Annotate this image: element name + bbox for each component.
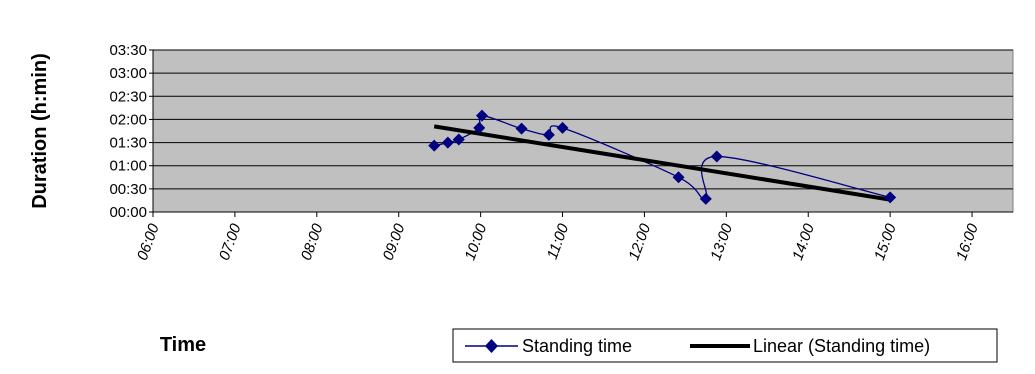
x-tick-label: 14:00 (789, 221, 818, 263)
y-tick-label: 02:00 (109, 111, 147, 128)
series-layer (428, 109, 897, 205)
plot-area (152, 49, 1014, 213)
data-point (515, 122, 528, 135)
legend-label-linear: Linear (Standing time) (753, 336, 930, 356)
y-tick-label: 01:00 (109, 158, 147, 175)
data-point (475, 109, 488, 122)
data-point (428, 139, 441, 152)
data-point (710, 150, 723, 163)
data-point (542, 128, 555, 141)
data-point (452, 133, 465, 146)
gridlines (153, 49, 1013, 190)
trendline-linear (433, 124, 891, 202)
data-point (672, 171, 685, 184)
data-point (473, 121, 486, 134)
y-tick-label: 01:30 (109, 135, 147, 152)
x-tick-label: 13:00 (707, 221, 736, 263)
x-tick-label: 08:00 (298, 221, 327, 263)
legend-marker-diamond (485, 339, 498, 353)
x-tick-label: 10:00 (462, 221, 491, 263)
data-point (556, 121, 569, 134)
legend-label-standing-time: Standing time (522, 336, 632, 356)
y-tick-labels: 00:00 00:30 01:00 01:30 02:00 02:30 03:00 03:30 (109, 42, 153, 221)
x-tick-label: 09:00 (380, 221, 409, 263)
y-tick-label: 03:30 (109, 42, 147, 59)
legend: Standing time Linear (Standing time) (452, 328, 998, 363)
x-tick-label: 12:00 (625, 221, 654, 263)
y-tick-label: 00:30 (109, 181, 147, 198)
y-tick-label: 03:00 (109, 65, 147, 82)
x-tick-labels: 06:00 07:00 08:00 09:00 10:00 11:00 12:00 13:00… (134, 212, 982, 263)
data-point (441, 136, 454, 149)
y-axis-title: Duration (h:min) (29, 53, 51, 209)
x-tick-label: 15:00 (871, 221, 900, 263)
axes (152, 50, 1013, 213)
x-tick-label: 07:00 (216, 221, 245, 263)
x-axis-title: Time (160, 334, 206, 356)
x-tick-label: 11:00 (544, 221, 573, 262)
x-tick-label: 16:00 (953, 221, 982, 263)
data-point (884, 191, 897, 204)
y-tick-label: 00:00 (109, 204, 147, 221)
y-tick-label: 02:30 (109, 88, 147, 105)
data-point (699, 192, 712, 205)
x-tick-label: 06:00 (134, 221, 163, 263)
